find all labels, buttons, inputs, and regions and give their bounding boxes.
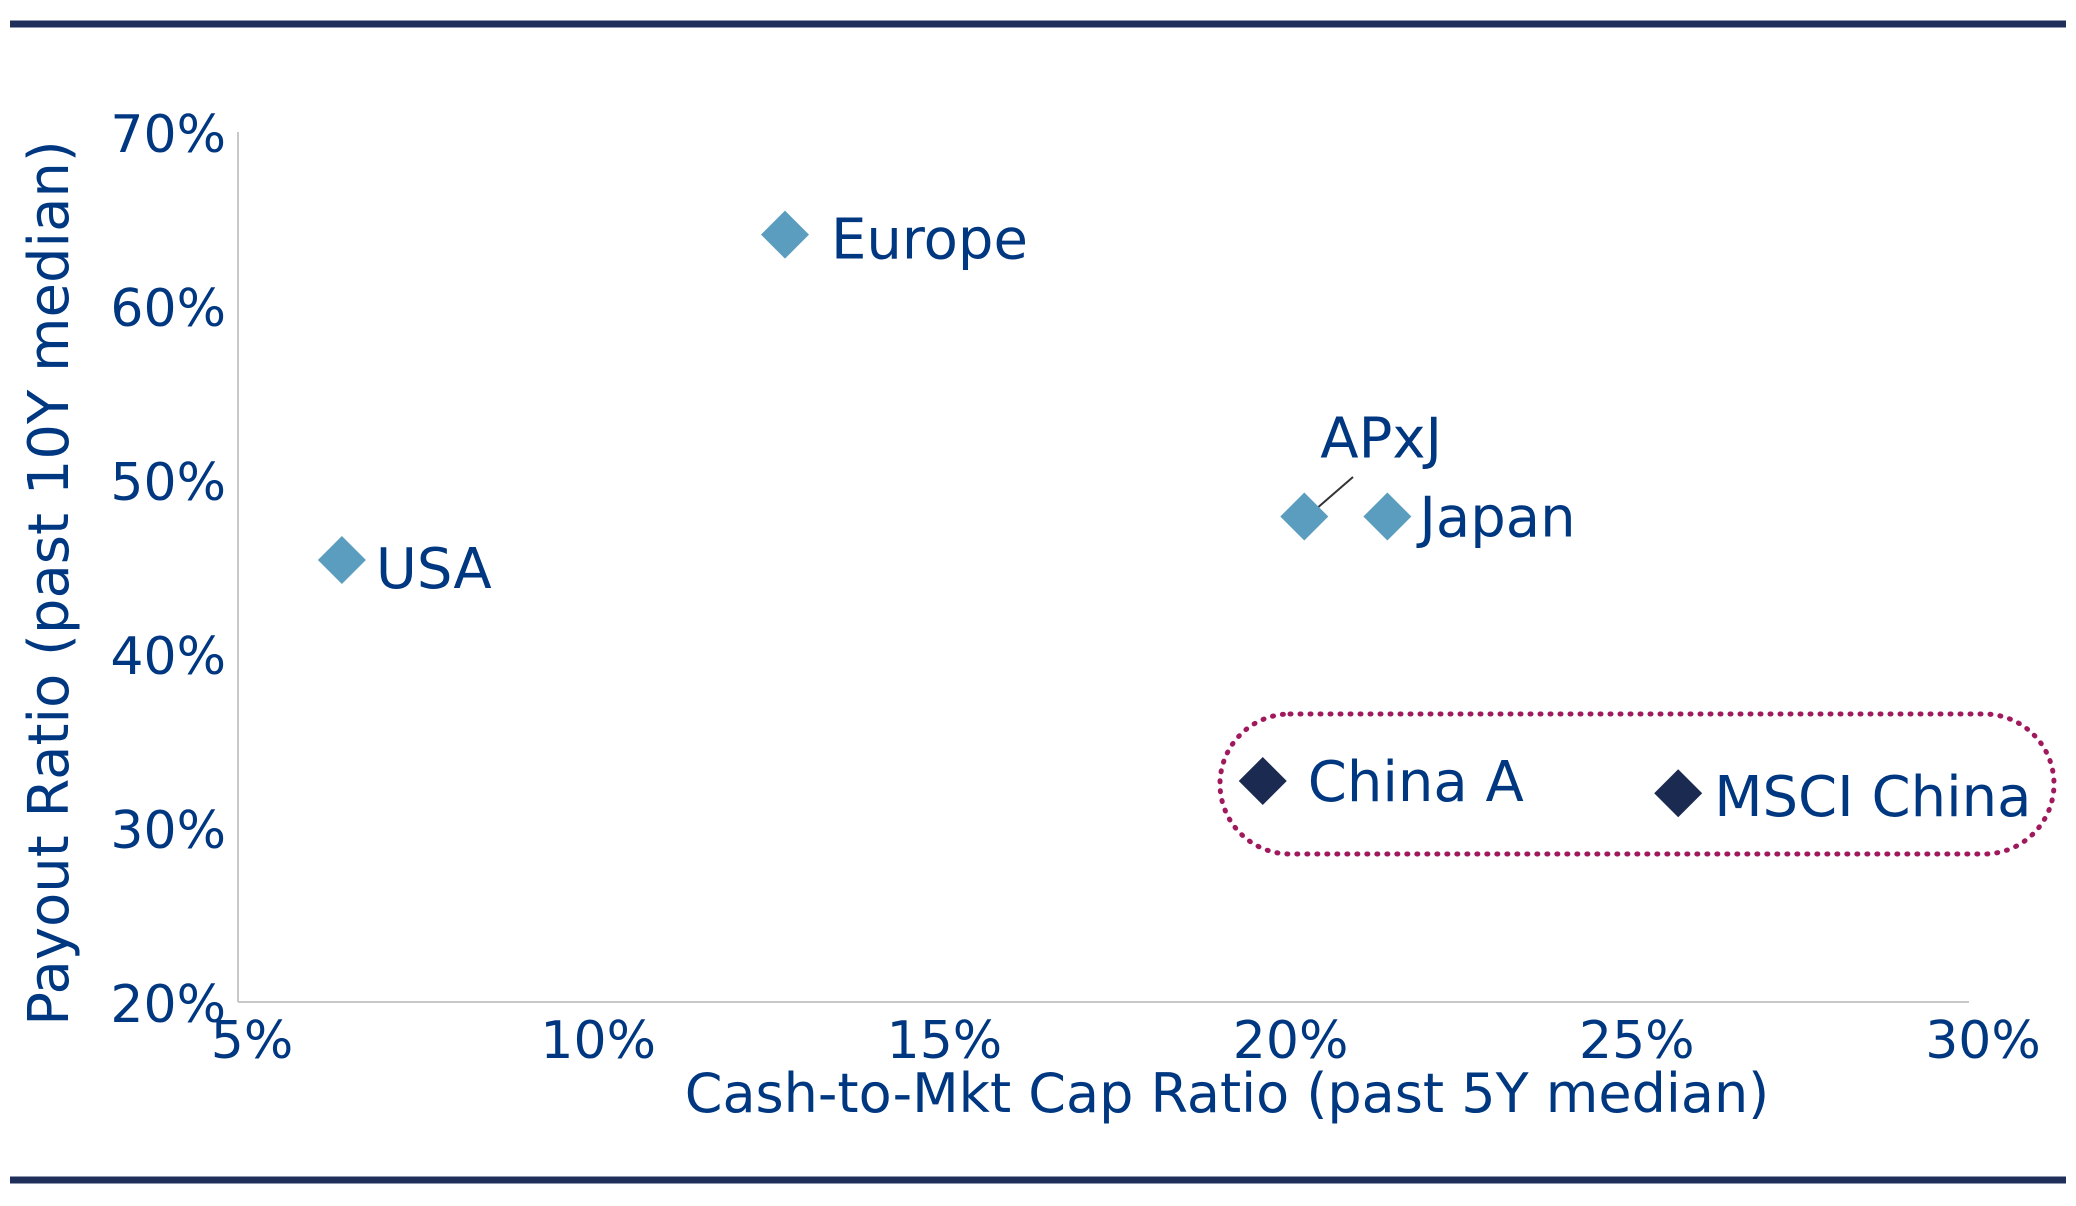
data-point-usa: [317, 536, 366, 585]
x-axis-title: Cash-to-Mkt Cap Ratio (past 5Y median): [685, 1062, 1769, 1125]
y-axis-title: Payout Ratio (past 10Y median): [17, 140, 82, 1025]
data-label: Japan: [1416, 486, 1575, 551]
y-tick-label: 50%: [110, 453, 226, 513]
data-label: China A: [1308, 750, 1524, 815]
x-tick-label: 15%: [887, 1011, 1003, 1071]
data-point-japan: [1363, 492, 1412, 541]
x-tick-label: 20%: [1233, 1011, 1349, 1071]
data-point-msci-china: [1654, 769, 1703, 818]
x-tick-label: 25%: [1579, 1011, 1695, 1071]
x-tick-label: 5%: [211, 1011, 294, 1071]
data-point-china-a: [1238, 757, 1287, 806]
china-highlight-outline: [1217, 711, 2057, 857]
data-label: MSCI China: [1714, 765, 2031, 830]
data-point-apxj: [1280, 492, 1329, 541]
x-tick-label: 30%: [1925, 1011, 2041, 1071]
y-tick-label: 30%: [110, 801, 226, 861]
y-tick-label: 20%: [110, 975, 226, 1035]
y-tick-label: 60%: [110, 279, 226, 339]
data-label: Europe: [831, 208, 1028, 273]
y-tick-label: 70%: [110, 105, 226, 165]
x-tick-label: 10%: [540, 1011, 656, 1071]
data-label: APxJ: [1320, 407, 1442, 472]
y-tick-label: 40%: [110, 627, 226, 687]
data-label: USA: [376, 537, 492, 602]
data-point-europe: [760, 210, 809, 259]
